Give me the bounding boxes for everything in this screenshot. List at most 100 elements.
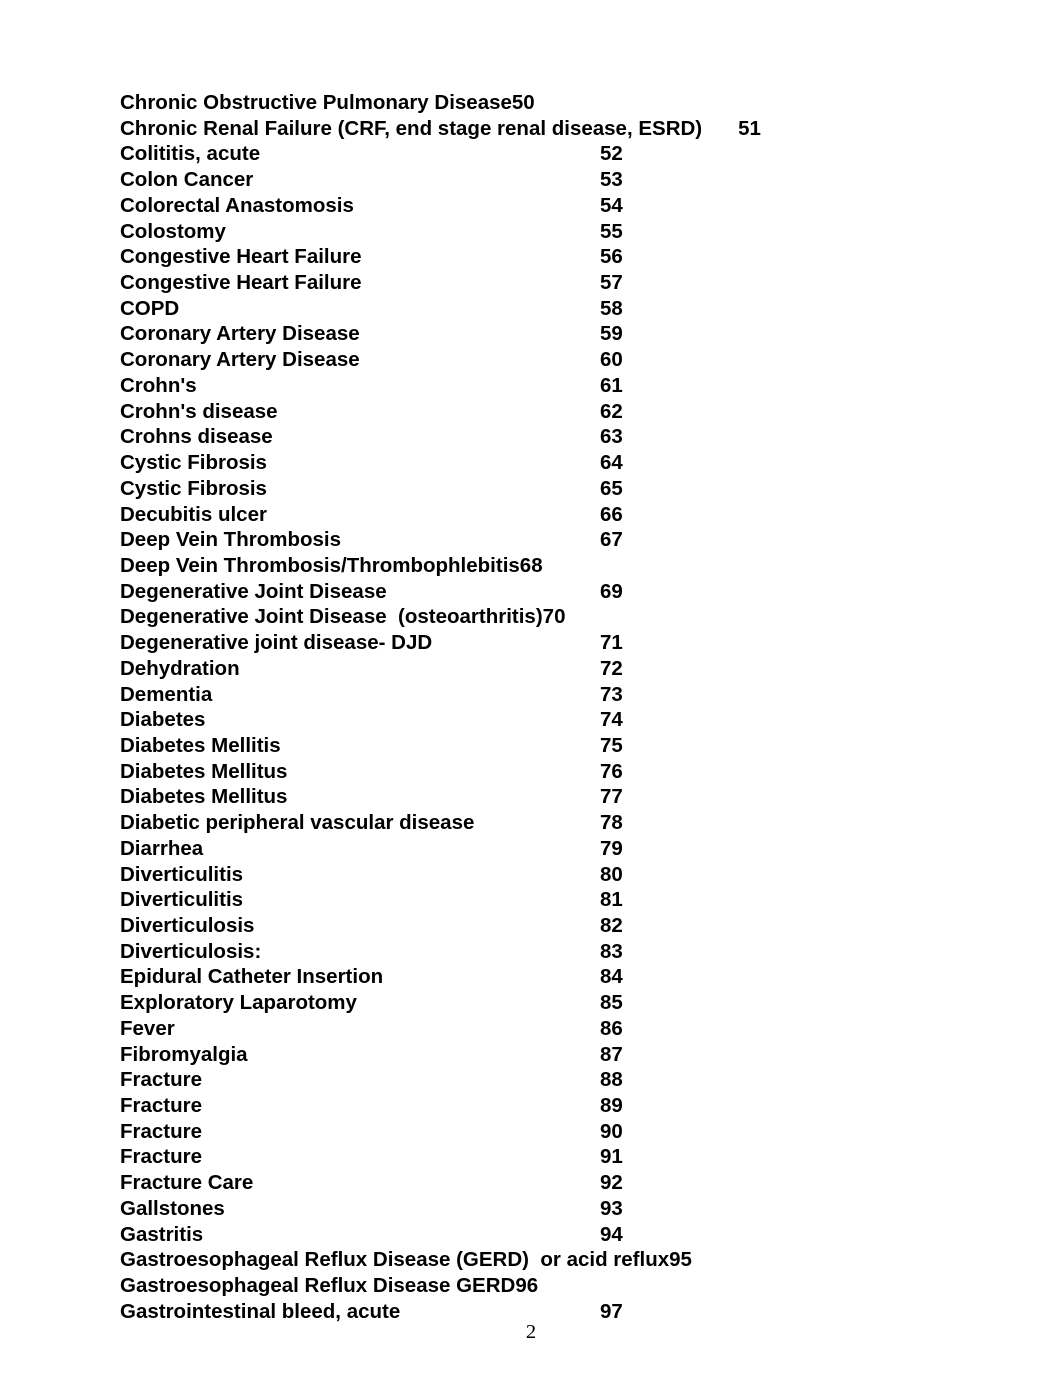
toc-entry-page: 56 xyxy=(600,244,623,270)
toc-entry-page: 93 xyxy=(600,1196,623,1222)
toc-entry-page: 60 xyxy=(600,347,623,373)
toc-entry-label: Deep Vein Thrombosis/Thrombophlebitis xyxy=(120,553,520,579)
toc-entry-page: 74 xyxy=(600,707,623,733)
toc-entry-page: 96 xyxy=(515,1273,538,1299)
toc-entry: Coronary Artery Disease60 xyxy=(120,347,942,373)
toc-entry-page: 50 xyxy=(512,90,535,116)
toc-entry-label: COPD xyxy=(120,296,600,322)
toc-entry-page: 73 xyxy=(600,682,623,708)
toc-entry: Coronary Artery Disease59 xyxy=(120,321,942,347)
toc-entry-page: 54 xyxy=(600,193,623,219)
toc-entry: Crohns disease63 xyxy=(120,424,942,450)
toc-entry: Congestive Heart Failure56 xyxy=(120,244,942,270)
toc-entry: Cystic Fibrosis64 xyxy=(120,450,942,476)
toc-entry-page: 95 xyxy=(669,1247,692,1273)
toc-entry: Fracture90 xyxy=(120,1119,942,1145)
toc-entry-page: 55 xyxy=(600,219,623,245)
toc-entry-label: Fracture xyxy=(120,1119,600,1145)
toc-entry: Gastroesophageal Reflux Disease GERD 96 xyxy=(120,1273,942,1299)
toc-entry: Fracture89 xyxy=(120,1093,942,1119)
toc-entry-label: Degenerative joint disease- DJD xyxy=(120,630,600,656)
toc-entry-label: Colititis, acute xyxy=(120,141,600,167)
toc-entry-page: 70 xyxy=(543,604,566,630)
toc-entry: Colon Cancer53 xyxy=(120,167,942,193)
toc-entry-label: Dementia xyxy=(120,682,600,708)
toc-entry: Diabetes Mellitus76 xyxy=(120,759,942,785)
toc-entry: Diverticulitis80 xyxy=(120,862,942,888)
toc-entry-label: Congestive Heart Failure xyxy=(120,270,600,296)
toc-entry: Diabetes Mellitus77 xyxy=(120,784,942,810)
toc-entry: Fracture88 xyxy=(120,1067,942,1093)
toc-entry: Fever86 xyxy=(120,1016,942,1042)
toc-entry-page: 71 xyxy=(600,630,623,656)
toc-entry: Degenerative Joint Disease69 xyxy=(120,579,942,605)
toc-entry-page: 94 xyxy=(600,1222,623,1248)
toc-entry-label: Colon Cancer xyxy=(120,167,600,193)
toc-entry-page: 89 xyxy=(600,1093,623,1119)
toc-entry: Diverticulosis:83 xyxy=(120,939,942,965)
toc-entry: Decubitis ulcer66 xyxy=(120,502,942,528)
toc-entry-page: 69 xyxy=(600,579,623,605)
toc-entry: Diarrhea79 xyxy=(120,836,942,862)
toc-entry-page: 75 xyxy=(600,733,623,759)
toc-entry-page: 57 xyxy=(600,270,623,296)
toc-entry-label: Diarrhea xyxy=(120,836,600,862)
toc-entry: Degenerative Joint Disease (osteoarthrit… xyxy=(120,604,942,630)
toc-entry-label: Diabetes Mellitus xyxy=(120,784,600,810)
toc-entry-label: Deep Vein Thrombosis xyxy=(120,527,600,553)
toc-entry-label: Colostomy xyxy=(120,219,600,245)
toc-entry-page: 83 xyxy=(600,939,623,965)
toc-entry: Diabetic peripheral vascular disease78 xyxy=(120,810,942,836)
toc-entry-label: Epidural Catheter Insertion xyxy=(120,964,600,990)
toc-entry-label: Fever xyxy=(120,1016,600,1042)
toc-entry-label: Cystic Fibrosis xyxy=(120,476,600,502)
toc-entry-label: Crohn's disease xyxy=(120,399,600,425)
toc-entry-page: 88 xyxy=(600,1067,623,1093)
toc-entry-label: Exploratory Laparotomy xyxy=(120,990,600,1016)
toc-entry-page: 68 xyxy=(520,553,543,579)
toc-entry-label: Diverticulosis xyxy=(120,913,600,939)
toc-entry: Crohn's61 xyxy=(120,373,942,399)
toc-entry: Chronic Renal Failure (CRF, end stage re… xyxy=(120,116,942,142)
toc-entry-page: 72 xyxy=(600,656,623,682)
toc-entry-page: 64 xyxy=(600,450,623,476)
toc-entry-page: 79 xyxy=(600,836,623,862)
toc-entry: Epidural Catheter Insertion84 xyxy=(120,964,942,990)
toc-entry: Cystic Fibrosis65 xyxy=(120,476,942,502)
toc-entry-label: Gastritis xyxy=(120,1222,600,1248)
toc-entry: Diverticulosis82 xyxy=(120,913,942,939)
toc-entry: Dehydration72 xyxy=(120,656,942,682)
toc-entry-page: 59 xyxy=(600,321,623,347)
toc-entry: COPD58 xyxy=(120,296,942,322)
toc-entry: Diabetes74 xyxy=(120,707,942,733)
toc-entry-page: 58 xyxy=(600,296,623,322)
toc-entry: Gastroesophageal Reflux Disease (GERD) o… xyxy=(120,1247,942,1273)
toc-entry-page: 87 xyxy=(600,1042,623,1068)
toc-entry-page: 77 xyxy=(600,784,623,810)
toc-entry-page: 86 xyxy=(600,1016,623,1042)
toc-entry-label: Gallstones xyxy=(120,1196,600,1222)
toc-entry-label: Crohns disease xyxy=(120,424,600,450)
toc-entry-label: Diabetes xyxy=(120,707,600,733)
toc-entry: Dementia73 xyxy=(120,682,942,708)
toc-entry-label: Colorectal Anastomosis xyxy=(120,193,600,219)
toc-entry: Diabetes Mellitis75 xyxy=(120,733,942,759)
toc-entry: Exploratory Laparotomy85 xyxy=(120,990,942,1016)
toc-entry-page: 84 xyxy=(600,964,623,990)
toc-entry-label: Decubitis ulcer xyxy=(120,502,600,528)
toc-entry: Fibromyalgia87 xyxy=(120,1042,942,1068)
toc-entry-label: Congestive Heart Failure xyxy=(120,244,600,270)
toc-entry: Deep Vein Thrombosis67 xyxy=(120,527,942,553)
toc-entry-page: 67 xyxy=(600,527,623,553)
toc-entry-page: 63 xyxy=(600,424,623,450)
toc-entry-label: Gastroesophageal Reflux Disease GERD xyxy=(120,1273,515,1299)
toc-entry-label: Diabetes Mellitis xyxy=(120,733,600,759)
toc-entry-page: 85 xyxy=(600,990,623,1016)
toc-entry-label: Chronic Renal Failure (CRF, end stage re… xyxy=(120,116,702,142)
toc-entry-label: Dehydration xyxy=(120,656,600,682)
toc-entry-page: 61 xyxy=(600,373,623,399)
toc-entry: Diverticulitis81 xyxy=(120,887,942,913)
toc-entry: Gastritis94 xyxy=(120,1222,942,1248)
toc-entry: Deep Vein Thrombosis/Thrombophlebitis68 xyxy=(120,553,942,579)
toc-entry: Degenerative joint disease- DJD71 xyxy=(120,630,942,656)
